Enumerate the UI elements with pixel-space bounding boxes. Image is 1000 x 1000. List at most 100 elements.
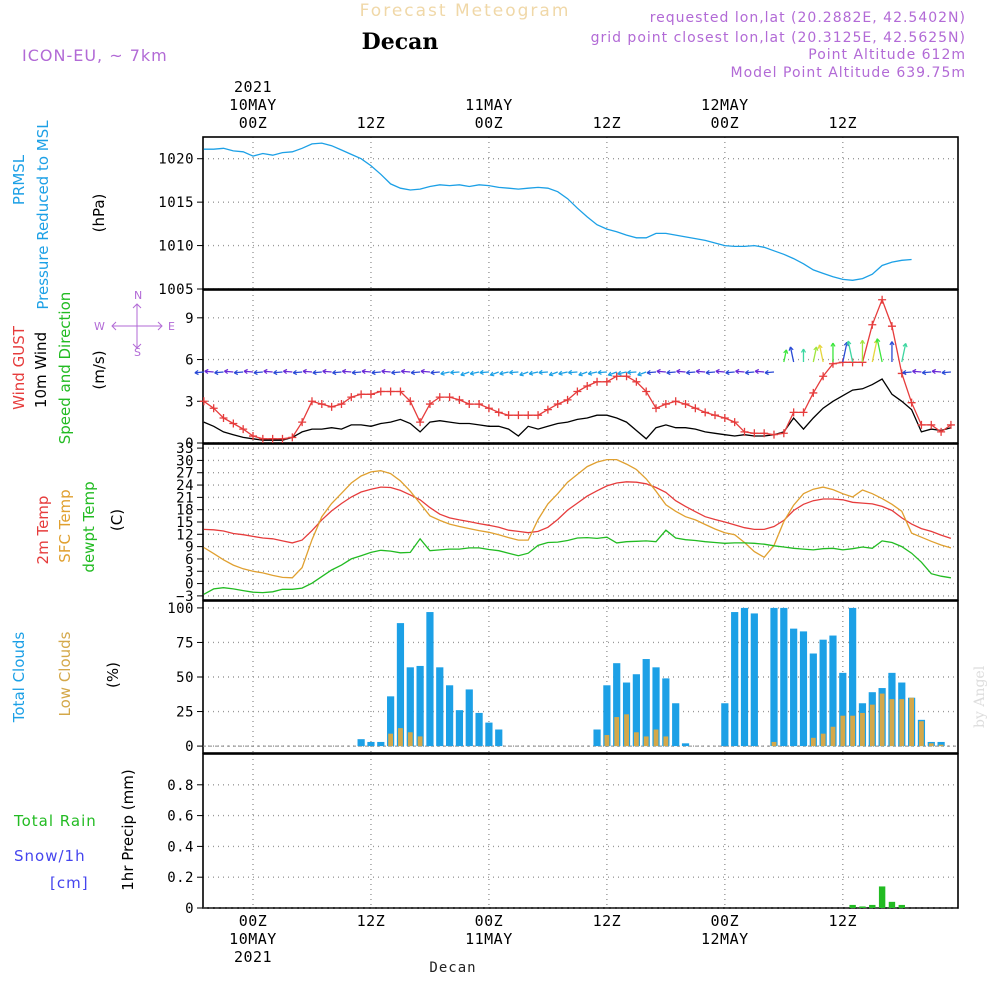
panel-frame <box>202 136 959 290</box>
wind-arrow <box>371 371 381 374</box>
wind-arrowhead <box>528 370 534 376</box>
gust-marker <box>239 425 248 434</box>
wind-arrowhead <box>676 368 681 375</box>
bottom-time-label: 12Z <box>357 912 386 930</box>
dewpt-label: dewpt Temp <box>80 481 98 572</box>
wind-arrowhead <box>754 368 760 375</box>
low-cloud-bar <box>820 733 826 747</box>
wind-arrow <box>745 371 755 374</box>
requested-coords: requested lon,lat (20.2882E, 42.5402N) <box>650 10 966 26</box>
wind-arrow <box>450 371 460 374</box>
wind-arrowhead <box>607 371 613 377</box>
footer-location: Decan <box>429 960 476 976</box>
panel-frame <box>202 600 959 754</box>
wind-dir-label: Speed and Direction <box>56 292 74 445</box>
total-cloud-bar <box>455 710 464 747</box>
gust-marker <box>386 387 395 396</box>
low-cloud-bar <box>899 699 905 747</box>
total-cloud-bar <box>593 729 601 747</box>
clouds-unit: (%) <box>104 662 122 688</box>
rain-bar <box>869 904 876 908</box>
wind-arrow <box>901 343 907 363</box>
wind-arrowhead <box>627 369 632 375</box>
ytick-label: 12 <box>176 527 194 543</box>
total-cloud-bar <box>377 741 385 747</box>
ytick-label: 0.6 <box>167 809 194 825</box>
wind-arrowhead <box>715 368 720 375</box>
wind-arrow <box>332 371 342 374</box>
gust-marker <box>534 411 543 420</box>
wind-arrow <box>549 371 558 376</box>
wind-arrowhead <box>941 369 946 376</box>
bottom-time-label: 2021 <box>234 948 272 966</box>
low-cloud-bar <box>889 699 895 747</box>
wind-arrowhead <box>813 346 819 351</box>
total-cloud-bar <box>790 628 798 747</box>
ytick-label: 3 <box>185 394 194 410</box>
location-name: Decan <box>362 29 439 55</box>
wind-arrow <box>656 370 666 373</box>
wind-unit: (m/s) <box>90 350 108 389</box>
panel-frame <box>202 443 959 601</box>
wind-arrowhead <box>391 369 396 376</box>
wind-arrowhead <box>830 342 836 347</box>
wind-arrow <box>696 370 706 373</box>
bottom-time-label: 11MAY <box>465 930 513 948</box>
wind-arrowhead <box>509 369 514 375</box>
gust-marker <box>298 418 307 427</box>
gust-marker <box>671 397 680 406</box>
compass-w: W <box>94 320 105 333</box>
top-time-label: 00Z <box>711 114 740 132</box>
gust-marker <box>652 404 661 413</box>
gridpoint-coords: grid point closest lon,lat (20.3125E, 42… <box>591 30 966 46</box>
low-cloud-bar <box>840 715 846 747</box>
total-cloud-bar <box>613 663 621 747</box>
wind-arrow <box>420 370 430 373</box>
wind-arrow <box>490 371 499 376</box>
total-cloud-bar <box>406 667 414 747</box>
wind-arrowhead <box>788 346 794 351</box>
gust-marker <box>258 434 267 443</box>
wind-10m-label: 10m Wind <box>32 332 50 408</box>
wind-arrowhead <box>292 369 298 376</box>
rain-bar <box>888 901 896 908</box>
bottom-time-label: 12Z <box>593 912 622 930</box>
wind-arrow <box>538 371 548 374</box>
gust-marker <box>455 395 464 404</box>
wind-arrowhead <box>705 369 710 376</box>
gust-marker <box>396 387 405 396</box>
gust-marker <box>229 419 238 428</box>
total-cloud-bar <box>446 685 454 747</box>
gust-marker <box>720 413 729 422</box>
total-cloud-bar <box>632 674 640 747</box>
wind-arrowhead <box>214 369 219 376</box>
gust-marker <box>327 402 336 411</box>
wind-arrow <box>686 371 696 374</box>
rain-bar <box>898 904 905 908</box>
wind-arrow <box>312 371 322 374</box>
gust-marker <box>691 404 700 413</box>
wind-arrowhead <box>695 368 701 375</box>
wind-arrowhead <box>597 369 602 375</box>
wind-arrow <box>283 370 293 373</box>
low-cloud-bar <box>633 732 639 747</box>
bottom-time-label: 00Z <box>239 912 268 930</box>
wind-arrowhead <box>410 369 416 376</box>
low-cloud-bar <box>407 732 413 747</box>
low-cloud-bar <box>919 721 924 747</box>
snow-unit-label: [cm] <box>50 874 89 892</box>
gust-marker <box>524 411 533 420</box>
ytick-label: 6 <box>185 552 194 568</box>
gust-marker <box>730 418 739 427</box>
wind-arrow <box>902 371 912 374</box>
wind-arrow <box>499 371 509 375</box>
wind-arrow <box>818 344 824 363</box>
wind-arrow <box>558 371 568 375</box>
gust-marker <box>946 420 955 429</box>
gust-marker <box>366 390 375 399</box>
wind-arrow <box>941 371 951 374</box>
total-clouds-label: Total Clouds <box>10 632 28 724</box>
wind-arrowhead <box>273 369 278 376</box>
gust-marker <box>494 408 503 417</box>
top-time-label: 00Z <box>239 114 268 132</box>
